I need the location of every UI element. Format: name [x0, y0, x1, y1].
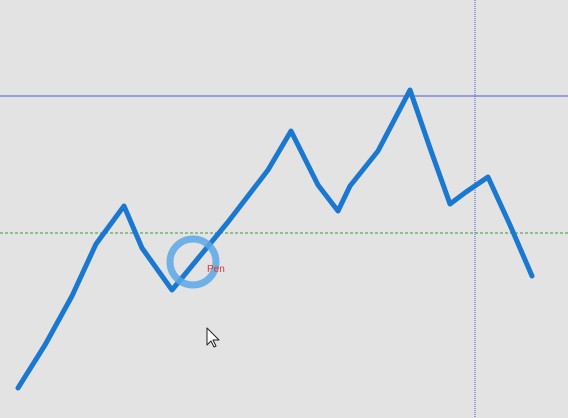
- pen-stroke[interactable]: [15, 87, 535, 391]
- pen-cursor-label: Pen: [207, 264, 225, 275]
- pen-cursor-ring-icon: [166, 235, 220, 289]
- mouse-pointer-icon: [206, 327, 220, 348]
